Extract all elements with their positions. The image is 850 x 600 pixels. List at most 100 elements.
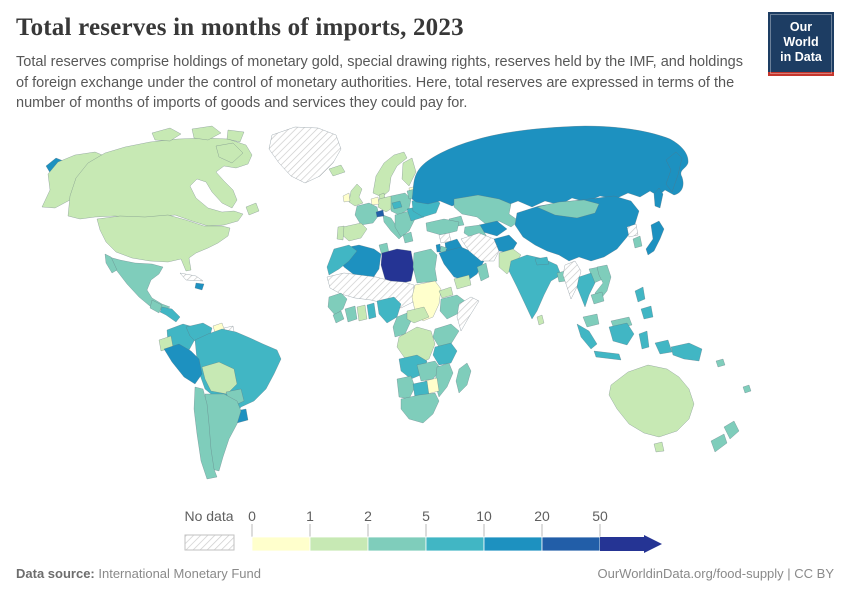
country-yemen[interactable]	[453, 274, 472, 290]
country-nepal[interactable]	[534, 256, 550, 266]
country-solomon-islands[interactable]	[715, 358, 726, 368]
country-madagascar[interactable]	[455, 362, 472, 394]
country-kamchatka[interactable]	[665, 151, 683, 193]
country-france[interactable]	[354, 202, 380, 226]
data-source: Data source: International Monetary Fund	[16, 566, 261, 581]
country-south-korea[interactable]	[632, 235, 643, 249]
country-libya[interactable]	[380, 248, 415, 285]
country-iceland[interactable]	[328, 164, 346, 177]
country-kazakhstan[interactable]	[453, 194, 520, 228]
country-greenland[interactable]	[268, 126, 342, 184]
no-data-swatch[interactable]	[184, 534, 235, 551]
country-canada-arctic2[interactable]	[191, 125, 222, 141]
country-australia[interactable]	[608, 364, 695, 438]
country-hispaniola[interactable]	[194, 282, 205, 291]
country-oman[interactable]	[476, 262, 490, 282]
country-mozambique[interactable]	[434, 362, 454, 398]
country-indonesia-papua[interactable]	[654, 339, 673, 355]
country-indonesia-sulawesi[interactable]	[638, 330, 650, 350]
chart-subtitle: Total reserves comprise holdings of mone…	[16, 54, 743, 112]
country-uganda-kenya[interactable]	[432, 323, 460, 348]
country-united-kingdom[interactable]	[348, 183, 364, 207]
country-chile[interactable]	[193, 386, 218, 480]
country-canada-arctic3[interactable]	[226, 129, 245, 143]
country-united-states[interactable]	[96, 214, 231, 272]
country-malaysia[interactable]	[582, 313, 600, 328]
country-tasmania[interactable]	[653, 441, 665, 453]
country-greece[interactable]	[402, 231, 414, 244]
country-baja[interactable]	[104, 253, 118, 274]
country-eritrea[interactable]	[438, 286, 454, 299]
country-ireland[interactable]	[342, 192, 351, 203]
owid-logo[interactable]: Our World in Data	[768, 12, 834, 76]
country-czechia[interactable]	[391, 200, 403, 210]
country-baffin[interactable]	[215, 142, 244, 164]
country-indonesia-kalimantan[interactable]	[608, 322, 635, 346]
legend-bin-10-20[interactable]	[483, 536, 543, 552]
country-portugal[interactable]	[336, 225, 345, 241]
country-guatemala[interactable]	[149, 299, 163, 314]
country-south-africa[interactable]	[400, 392, 440, 424]
owid-logo-line2: in Data	[780, 50, 822, 64]
legend-bin-2-5[interactable]	[367, 536, 427, 552]
country-tanzania[interactable]	[432, 342, 458, 366]
country-myanmar[interactable]	[562, 260, 582, 300]
country-newfoundland[interactable]	[245, 202, 260, 216]
country-cuba[interactable]	[179, 272, 204, 282]
country-papua-new-guinea[interactable]	[670, 342, 703, 362]
legend-tick-label: 20	[534, 508, 550, 524]
country-philippines-luzon[interactable]	[634, 286, 646, 303]
country-finland[interactable]	[401, 157, 417, 187]
country-central-african-republic[interactable]	[406, 306, 430, 324]
country-russia[interactable]	[411, 125, 689, 208]
country-togo-benin[interactable]	[366, 302, 377, 320]
country-benelux[interactable]	[370, 196, 380, 206]
country-dr-congo[interactable]	[396, 326, 436, 365]
country-new-zealand-south[interactable]	[710, 433, 728, 453]
legend-bin-5-10[interactable]	[425, 536, 485, 552]
country-sri-lanka[interactable]	[536, 314, 545, 326]
country-iran[interactable]	[460, 232, 500, 262]
country-saudi-arabia[interactable]	[438, 246, 485, 282]
country-fiji[interactable]	[742, 384, 752, 394]
country-indonesia-java[interactable]	[593, 350, 622, 361]
country-switzerland[interactable]	[375, 209, 385, 218]
country-japan[interactable]	[645, 220, 665, 256]
legend-tick-label: 5	[422, 508, 430, 524]
chart-footer: Data source: International Monetary Fund…	[0, 566, 850, 581]
country-philippines-mindanao[interactable]	[640, 305, 654, 320]
country-senegal-guinea[interactable]	[327, 292, 348, 316]
country-thailand[interactable]	[576, 272, 596, 308]
legend-arrow-tip	[644, 535, 662, 553]
country-central-america[interactable]	[159, 306, 181, 323]
country-cambodia[interactable]	[590, 291, 605, 305]
country-indonesia-sumatra[interactable]	[576, 323, 598, 350]
legend-bin-20-50[interactable]	[541, 536, 601, 552]
country-germany[interactable]	[377, 195, 395, 213]
legend-bin-1-2[interactable]	[309, 536, 369, 552]
country-sierra-leone-liberia[interactable]	[332, 310, 345, 324]
country-ivory-coast[interactable]	[344, 305, 358, 323]
country-new-zealand-north[interactable]	[723, 420, 740, 440]
country-turkey[interactable]	[425, 218, 460, 236]
country-norway-sweden[interactable]	[372, 151, 408, 198]
country-afghanistan[interactable]	[493, 234, 518, 254]
country-mexico[interactable]	[108, 256, 171, 311]
country-morocco[interactable]	[326, 244, 358, 276]
country-ghana[interactable]	[356, 304, 368, 322]
country-mongolia[interactable]	[536, 199, 600, 219]
country-north-korea[interactable]	[626, 223, 639, 238]
legend-bin-50plus[interactable]	[600, 537, 644, 551]
country-sakhalin[interactable]	[653, 187, 664, 209]
country-somalia[interactable]	[456, 296, 480, 332]
country-india[interactable]	[508, 254, 562, 320]
country-china[interactable]	[514, 195, 640, 262]
owid-url-license[interactable]: OurWorldinData.org/food-supply | CC BY	[597, 566, 834, 581]
country-bolivia[interactable]	[201, 361, 238, 395]
country-egypt[interactable]	[412, 248, 438, 284]
country-namibia[interactable]	[396, 375, 416, 400]
country-canada-arctic1[interactable]	[151, 127, 182, 142]
country-peru[interactable]	[163, 343, 203, 385]
legend-bin-0-1[interactable]	[251, 536, 311, 552]
country-spain[interactable]	[340, 222, 368, 242]
